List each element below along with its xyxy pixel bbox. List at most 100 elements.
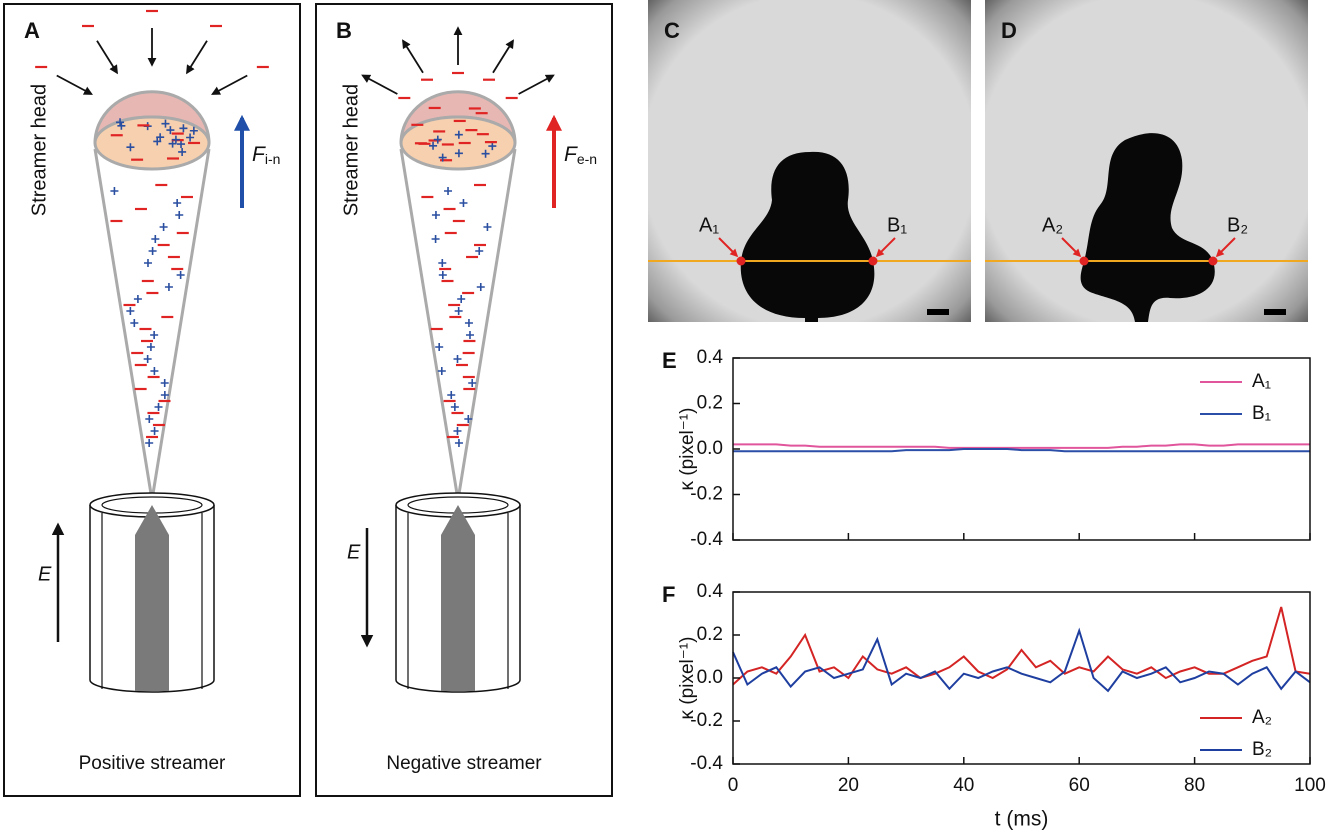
plus-sign — [173, 199, 182, 207]
plus-sign — [464, 415, 473, 423]
plot-frame — [732, 591, 1311, 765]
field-label: E — [38, 563, 52, 585]
head-section — [93, 115, 211, 171]
force-subscript: e-n — [577, 151, 597, 167]
panel-label: C — [664, 18, 680, 43]
plus-sign — [145, 439, 154, 447]
plus-sign — [150, 427, 159, 435]
needle — [441, 505, 475, 691]
plus-sign — [453, 427, 462, 435]
x-tick-label: 100 — [1294, 775, 1326, 796]
plus-sign — [176, 271, 185, 279]
side-text: Streamer head — [340, 84, 362, 216]
panel-label: F — [662, 582, 675, 607]
x-tick-label: 20 — [838, 775, 859, 796]
y-tick-label: 0.4 — [697, 347, 724, 368]
plus-sign — [175, 211, 184, 219]
plus-sign — [454, 439, 463, 447]
point-arrow — [1215, 237, 1236, 258]
cylinder-wall — [101, 513, 203, 689]
point-label: B₁ — [887, 214, 907, 236]
plus-sign — [454, 307, 463, 315]
plus-sign — [130, 319, 139, 327]
panel-frame — [315, 3, 613, 797]
arrow — [96, 40, 118, 75]
plus-sign — [159, 223, 168, 231]
plus-sign — [447, 391, 456, 399]
droplet — [1080, 133, 1215, 322]
plus-sign — [160, 391, 169, 399]
plus-sign — [431, 211, 440, 219]
series-line — [733, 448, 1310, 453]
arrow — [211, 74, 248, 95]
plus-sign — [126, 143, 135, 152]
force-symbol: F — [252, 143, 266, 166]
plus-sign — [475, 247, 484, 255]
y-tick-label: 0.2 — [697, 624, 723, 645]
point-label: A₂ — [1042, 214, 1063, 236]
droplet — [740, 151, 875, 322]
plus-sign — [143, 259, 152, 267]
plus-sign — [143, 355, 152, 363]
arrow — [518, 74, 555, 95]
cone — [399, 148, 517, 501]
panel-label: B — [336, 18, 352, 43]
arrow — [56, 74, 93, 95]
plus-sign — [110, 187, 119, 195]
point-dot — [736, 256, 746, 266]
y-tick-label: -0.4 — [690, 753, 723, 774]
point-dot — [1079, 256, 1089, 266]
plus-sign — [444, 187, 453, 195]
y-tick-label: 0.4 — [697, 581, 724, 602]
plus-sign — [150, 367, 159, 375]
plus-sign — [189, 126, 198, 135]
panel-frame — [3, 3, 301, 797]
plus-sign — [483, 223, 492, 231]
plus-sign — [468, 379, 477, 387]
plus-sign — [161, 119, 170, 128]
y-tick-label: 0.2 — [697, 393, 723, 414]
panel-label: A — [24, 18, 40, 43]
plus-sign — [453, 355, 462, 363]
plus-sign — [465, 331, 474, 339]
x-axis-label: t (ms) — [995, 808, 1049, 831]
x-tick-label: 80 — [1184, 775, 1205, 796]
plus-sign — [156, 133, 165, 142]
needle — [135, 505, 169, 691]
plus-sign — [481, 149, 490, 158]
plus-sign — [133, 295, 142, 303]
plus-sign — [151, 235, 160, 243]
y-tick-label: -0.2 — [690, 710, 723, 731]
plus-sign — [153, 137, 162, 146]
panel-label: E — [662, 348, 677, 373]
plus-sign — [488, 142, 497, 151]
plus-sign — [431, 235, 440, 243]
legend-label: A₁ — [1252, 371, 1271, 392]
point-arrow — [718, 237, 739, 258]
point-label: B₂ — [1227, 214, 1248, 236]
y-tick-label: 0.0 — [697, 667, 723, 688]
caption: Negative streamer — [386, 753, 542, 774]
force-subscript: i-n — [265, 151, 281, 167]
plus-sign — [186, 133, 195, 142]
plot-frame — [732, 357, 1311, 541]
y-tick-label: -0.4 — [690, 529, 723, 550]
plus-sign — [116, 118, 125, 127]
plus-sign — [450, 403, 459, 411]
point-label: A₁ — [699, 214, 719, 236]
legend-label: A₂ — [1252, 707, 1272, 728]
scale-bar — [927, 309, 949, 315]
point-dot — [1208, 256, 1218, 266]
plus-sign — [160, 379, 169, 387]
series-line — [732, 627, 1311, 693]
plus-sign — [476, 283, 485, 291]
plus-sign — [178, 147, 187, 156]
legend-label: B₂ — [1252, 739, 1272, 760]
plus-sign — [171, 135, 180, 144]
plus-sign — [435, 343, 444, 351]
series-line — [733, 443, 1310, 449]
plus-sign — [154, 403, 163, 411]
plus-sign — [438, 153, 447, 162]
